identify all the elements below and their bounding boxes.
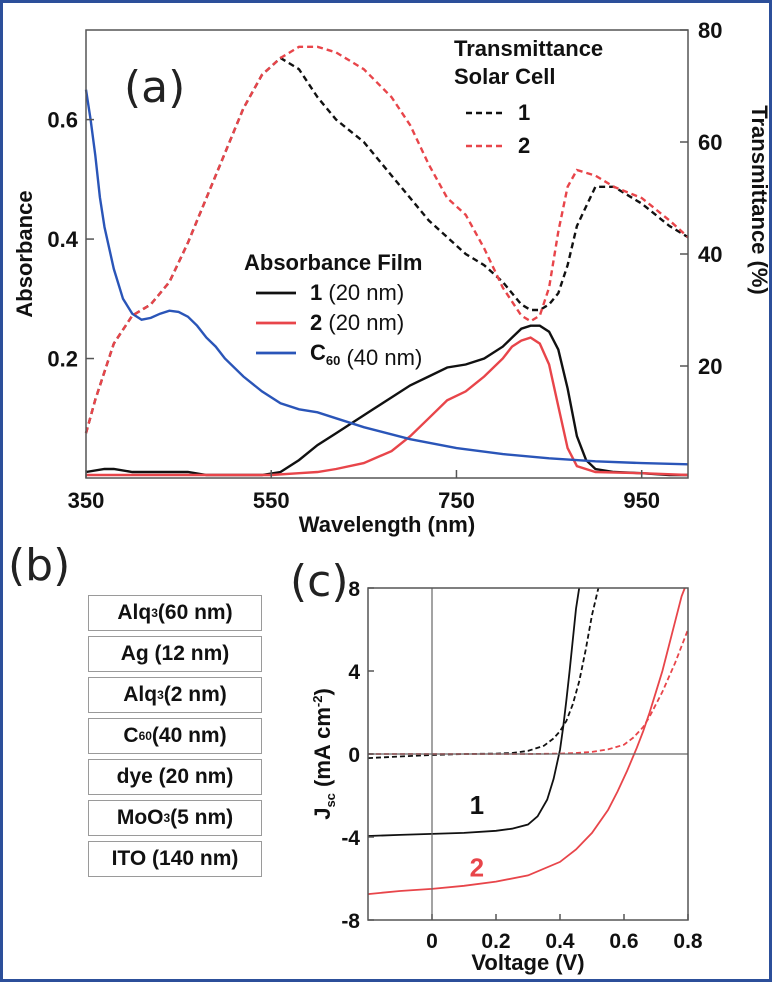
y-axis-title: Absorbance [12,190,37,317]
layer-0: Alq 3 (60 nm) [88,595,262,631]
series-transmittance-2-line [84,45,689,434]
layer-4: dye (20 nm) [88,759,262,795]
series-transmittance-1-line [84,56,689,434]
legend-label-absorbance-C60: C60 (40 nm) [310,340,422,370]
x-tick-label: 750 [438,488,475,513]
legend-label-absorbance-1: 1 (20 nm) [310,280,404,305]
x-tick-label: 550 [253,488,290,513]
x-tick-label: 950 [623,488,660,513]
layer-2: Alq 3 (2 nm) [88,677,262,713]
y2-axis-title: Transmittance (%) [747,105,772,295]
y-tick-label: 0.2 [47,347,78,372]
x-tick-label: 350 [68,488,105,513]
y2-tick-label: 60 [698,130,722,155]
y2-tick-label: 40 [698,242,722,267]
layer-3: C 60 (40 nm) [88,718,262,754]
y2-tick-label: 80 [698,18,722,43]
x-axis-title: Wavelength (nm) [299,512,475,537]
y-tick-label: 0.6 [47,108,78,133]
series-absorbance-C60-line [84,89,689,466]
legend-transmittance-subtitle: Solar Cell [454,64,555,89]
device-layer-stack: Alq 3 (60 nm) Ag (12 nm) Alq 3 (2 nm) C 60 (40… [88,595,262,882]
layer-1: Ag (12 nm) [88,636,262,672]
series-absorbance-1-line [85,324,688,477]
legend-absorbance-title: Absorbance Film [244,250,422,275]
legend-label-absorbance-2: 2 (20 nm) [310,310,404,335]
legend-label-transmittance-2: 2 [518,133,530,158]
panel-label-b: (b) [8,540,71,591]
panel-label-c: (c) [290,556,349,607]
series-absorbance-2-line [86,336,689,477]
spectra-chart: 350 550 750 950 0.2 0.4 0.6 20 40 60 80 Wavelength … [12,18,772,537]
y2-tick-label: 20 [698,354,722,379]
panel-label-a: (a) [124,62,186,113]
legend-transmittance-title: Transmittance [454,36,603,61]
layer-5: MoO 3 (5 nm) [88,800,262,836]
y-tick-label: 0.4 [47,227,78,252]
legend-label-transmittance-1: 1 [518,100,530,125]
layer-6: ITO (140 nm) [88,841,262,877]
